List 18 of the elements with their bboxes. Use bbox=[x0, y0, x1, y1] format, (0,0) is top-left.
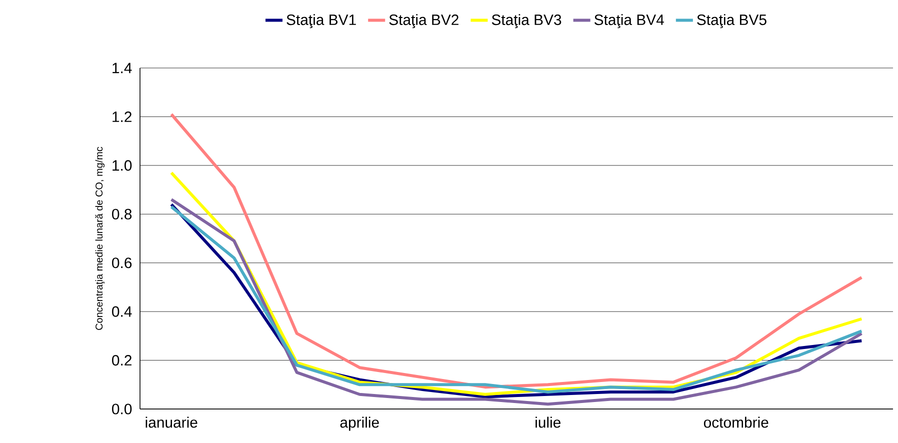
x-tick-label: octombrie bbox=[704, 416, 768, 428]
legend-label: Staţia BV1 bbox=[286, 14, 356, 28]
y-tick-label: 0.4 bbox=[112, 306, 132, 317]
legend-label: Staţia BV4 bbox=[594, 14, 664, 28]
y-tick-label: 1.2 bbox=[112, 111, 132, 122]
x-tick-label: aprilie bbox=[340, 416, 379, 431]
legend-label: Staţia BV3 bbox=[492, 14, 562, 28]
y-tick-label: 1.4 bbox=[112, 62, 132, 74]
y-tick-label: 0.0 bbox=[112, 404, 132, 414]
y-tick-label: 0.8 bbox=[112, 208, 132, 220]
y-tick-label: 1.0 bbox=[112, 160, 132, 171]
legend-label: Staţia BV5 bbox=[697, 14, 766, 28]
legend-label: Staţia BV2 bbox=[389, 14, 458, 28]
y-tick-label: 0.2 bbox=[112, 354, 132, 366]
y-tick-label: 0.6 bbox=[112, 258, 132, 268]
x-tick-label: ianuarie bbox=[146, 416, 198, 428]
x-tick-label: iulie bbox=[536, 416, 560, 428]
y-axis-title: Concentraţia medie lunară de CO, mg/mc bbox=[95, 146, 105, 330]
